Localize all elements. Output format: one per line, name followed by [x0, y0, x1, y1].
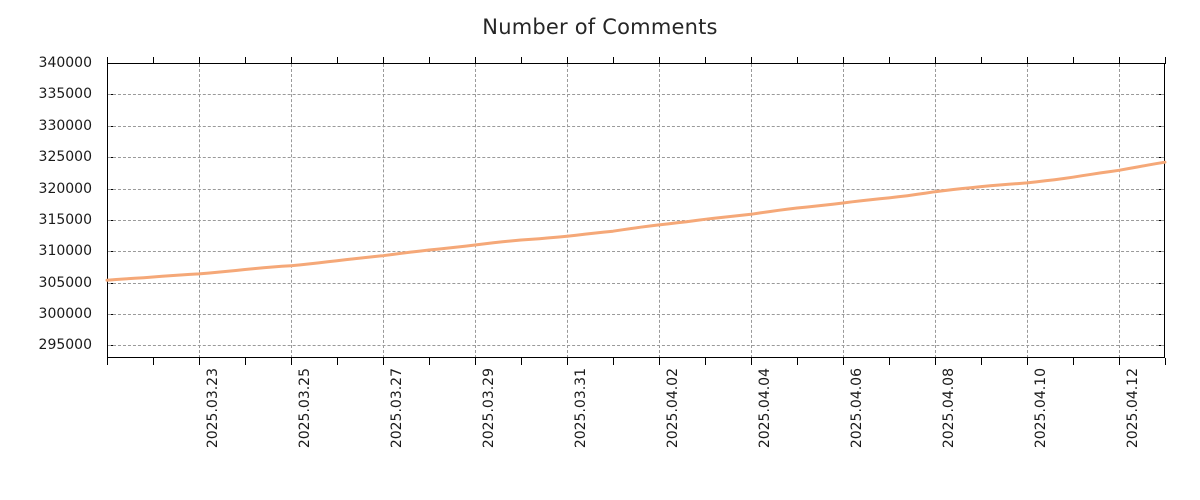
y-axis-tick-label: 320000 — [38, 180, 92, 197]
horizontal-gridline — [108, 219, 1164, 221]
x-axis-tick-label: 2025.03.25 — [297, 368, 313, 449]
horizontal-gridline — [108, 345, 1164, 347]
vertical-gridline — [1027, 64, 1028, 358]
x-axis-tick-mark — [337, 358, 338, 365]
vertical-gridline — [383, 64, 384, 358]
y-axis-tick-label: 315000 — [38, 211, 92, 228]
y-axis-tick-label: 300000 — [38, 306, 92, 323]
x-axis-tick-label: 2025.04.06 — [849, 368, 865, 449]
y-axis-tick-label: 310000 — [38, 243, 92, 260]
x-axis-tick-mark-top — [429, 57, 430, 64]
vertical-gridline — [659, 64, 660, 358]
y-axis-tick-label: 340000 — [38, 55, 92, 71]
y-axis-tick-label: 305000 — [38, 274, 92, 291]
horizontal-gridline — [108, 125, 1164, 127]
horizontal-gridline — [108, 282, 1164, 284]
x-axis-tick-mark-top — [705, 57, 706, 64]
x-axis-tick-label: 2025.03.23 — [205, 368, 221, 449]
x-axis-tick-label: 2025.03.29 — [481, 368, 497, 449]
vertical-gridline — [843, 64, 844, 358]
x-axis-tick-mark-top — [245, 57, 246, 64]
x-axis-tick-mark — [1165, 358, 1166, 365]
x-axis-tick-mark — [659, 358, 660, 365]
vertical-gridline — [1119, 64, 1120, 358]
x-axis-tick-mark-top — [199, 57, 200, 64]
x-axis-tick-mark-top — [751, 57, 752, 64]
x-axis-tick-mark-top — [1165, 57, 1166, 64]
horizontal-gridline — [108, 94, 1164, 96]
x-axis-tick-mark-top — [613, 57, 614, 64]
y-axis-tick-label: 330000 — [38, 117, 92, 134]
x-axis-tick-mark — [935, 358, 936, 365]
plot-area — [107, 63, 1165, 358]
x-axis-tick-mark-top — [889, 57, 890, 64]
x-axis-tick-mark-top — [475, 57, 476, 64]
x-axis-tick-mark-top — [153, 57, 154, 64]
x-axis-tick-mark-top — [291, 57, 292, 64]
x-axis-tick-mark-top — [981, 57, 982, 64]
x-axis-tick-mark — [1027, 358, 1028, 365]
x-axis-tick-label: 2025.04.12 — [1125, 368, 1141, 449]
x-axis-tick-mark-top — [1119, 57, 1120, 64]
vertical-gridline — [199, 64, 200, 358]
x-axis-tick-label: 2025.04.08 — [941, 368, 957, 449]
horizontal-gridline — [108, 157, 1164, 159]
x-axis-tick-mark — [705, 358, 706, 365]
vertical-gridline — [567, 64, 568, 358]
horizontal-gridline — [108, 251, 1164, 253]
x-axis-tick-mark — [383, 358, 384, 365]
x-axis-tick-mark — [797, 358, 798, 365]
vertical-gridline — [291, 64, 292, 358]
vertical-gridline — [475, 64, 476, 358]
horizontal-gridline — [108, 188, 1164, 190]
x-axis-tick-mark — [429, 358, 430, 365]
x-axis-tick-mark-top — [797, 57, 798, 64]
x-axis-tick-label: 2025.04.02 — [665, 368, 681, 449]
x-axis-tick-mark — [1119, 358, 1120, 365]
x-axis-tick-mark-top — [659, 57, 660, 64]
x-axis-tick-mark — [889, 358, 890, 365]
x-axis-tick-mark — [475, 358, 476, 365]
x-axis-tick-mark — [107, 358, 108, 365]
x-axis-tick-mark-top — [935, 57, 936, 64]
x-axis-tick-mark — [245, 358, 246, 365]
x-axis-tick-mark — [199, 358, 200, 365]
x-axis-tick-mark-top — [1073, 57, 1074, 64]
x-axis-tick-mark — [843, 358, 844, 365]
x-axis-tick-mark-top — [567, 57, 568, 64]
x-axis-tick-mark — [567, 358, 568, 365]
x-axis-tick-label: 2025.04.10 — [1033, 368, 1049, 449]
series-line-comments — [105, 160, 1167, 282]
x-axis-tick-mark — [521, 358, 522, 365]
horizontal-gridline — [108, 314, 1164, 316]
y-axis-tick-label: 335000 — [38, 86, 92, 103]
x-axis-tick-mark-top — [337, 57, 338, 64]
x-axis-tick-mark-top — [521, 57, 522, 64]
vertical-gridline — [751, 64, 752, 358]
x-axis-tick-mark — [153, 358, 154, 365]
x-axis-tick-mark — [981, 358, 982, 365]
x-axis-tick-label: 2025.03.31 — [573, 368, 589, 449]
x-axis-tick-mark — [291, 358, 292, 365]
x-axis-tick-mark-top — [107, 57, 108, 64]
x-axis-tick-mark-top — [843, 57, 844, 64]
x-axis-tick-mark — [751, 358, 752, 365]
x-axis-tick-mark-top — [383, 57, 384, 64]
y-axis-tick-label: 325000 — [38, 149, 92, 166]
chart-title: Number of Comments — [482, 15, 718, 39]
vertical-gridline — [935, 64, 936, 358]
x-axis-tick-mark-top — [1027, 57, 1028, 64]
x-axis-tick-label: 2025.04.04 — [757, 368, 773, 449]
x-axis-tick-mark — [613, 358, 614, 365]
x-axis-tick-label: 2025.03.27 — [389, 368, 405, 449]
x-axis-tick-mark — [1073, 358, 1074, 365]
y-axis-tick-label: 295000 — [38, 337, 92, 354]
